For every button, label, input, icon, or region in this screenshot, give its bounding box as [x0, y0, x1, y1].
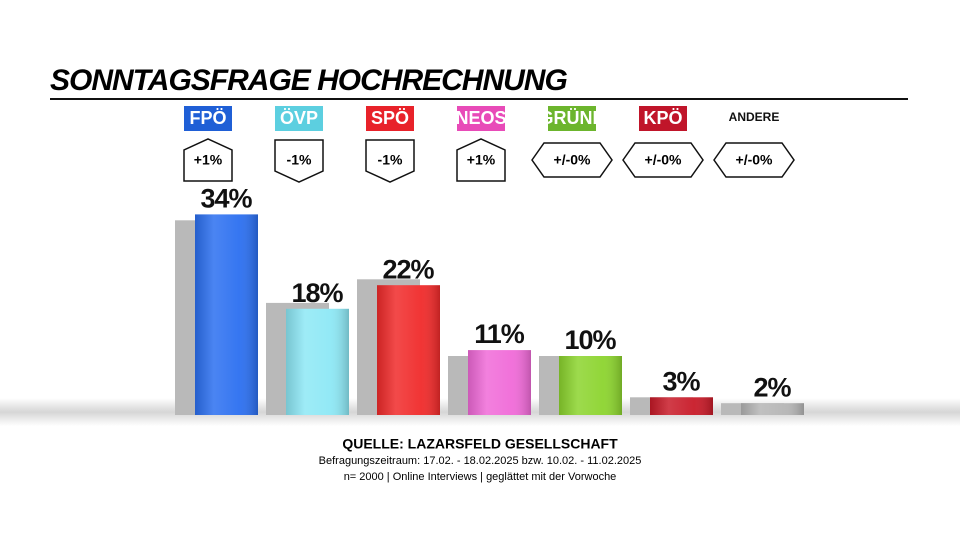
bar-shine: [468, 350, 531, 415]
value-label: 18%: [291, 278, 343, 308]
value-label: 22%: [382, 254, 434, 284]
value-label: 2%: [753, 372, 791, 402]
value-label: 34%: [200, 184, 252, 214]
value-label: 3%: [662, 366, 700, 396]
change-badge: [713, 142, 795, 178]
category-box: [639, 106, 687, 131]
category-label: NEOS: [455, 108, 506, 128]
category-label: KPÖ: [643, 108, 682, 128]
change-badge: [456, 138, 506, 182]
category-label: SPÖ: [371, 108, 409, 128]
category-box: [548, 106, 596, 131]
category-box: [366, 106, 414, 131]
bar-shine: [286, 308, 349, 415]
category-label: ANDERE: [729, 110, 780, 124]
category-label: ÖVP: [280, 108, 318, 128]
value-label: 11%: [474, 319, 525, 349]
source: QUELLE: LAZARSFELD GESELLSCHAFT: [342, 436, 618, 452]
change-label: -1%: [287, 152, 312, 168]
value-label: 10%: [564, 325, 616, 355]
period: Befragungszeitraum: 17.02. - 18.02.2025 …: [319, 455, 642, 467]
sample: n= 2000 | Online Interviews | geglättet …: [344, 471, 617, 483]
change-label: +/-0%: [736, 152, 774, 168]
change-label: +1%: [467, 152, 496, 168]
category-label: GRÜNE: [539, 108, 604, 128]
change-badge: [622, 142, 704, 178]
change-label: +1%: [194, 152, 223, 168]
bar-shine: [559, 356, 622, 415]
change-label: -1%: [378, 152, 403, 168]
bar-shine: [650, 397, 713, 415]
change-badge: [531, 142, 613, 178]
bar-shine: [377, 285, 440, 415]
chart-title: SONNTAGSFRAGE HOCHRECHNUNG: [50, 64, 567, 97]
change-label: +/-0%: [554, 152, 592, 168]
category-label: FPÖ: [189, 108, 226, 128]
change-badge: [183, 138, 233, 182]
change-badge: [365, 139, 415, 183]
category-box: [457, 106, 505, 131]
category-box: [184, 106, 232, 131]
bar-shine: [195, 214, 258, 415]
bar-shine: [741, 403, 804, 415]
change-badge: [274, 139, 324, 183]
category-box: [275, 106, 323, 131]
change-label: +/-0%: [645, 152, 683, 168]
